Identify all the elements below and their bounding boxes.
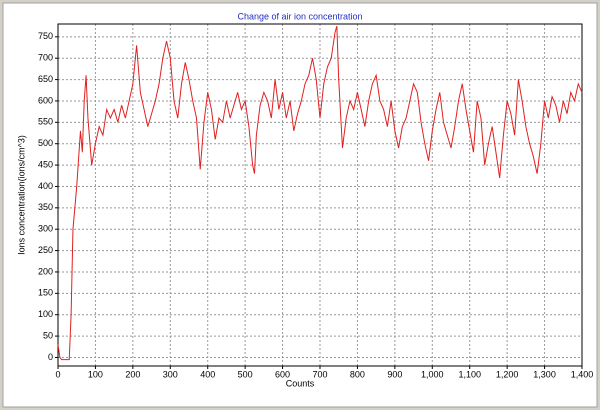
y-tick-label: 600 <box>38 95 53 105</box>
x-tick-label: 400 <box>200 369 215 379</box>
y-tick-label: 300 <box>38 224 53 234</box>
y-tick-label: 50 <box>43 330 53 340</box>
x-tick-label: 900 <box>387 369 402 379</box>
y-tick-label: 0 <box>48 352 53 362</box>
chart-title: Change of air ion concentration <box>237 11 362 21</box>
y-tick-label: 750 <box>38 31 53 41</box>
y-tick-label: 100 <box>38 309 53 319</box>
data-line <box>57 25 583 361</box>
x-tick-label: 1,300 <box>533 369 556 379</box>
y-tick-label: 400 <box>38 181 53 191</box>
x-tick-label: 700 <box>312 369 327 379</box>
x-tick-label: 800 <box>350 369 365 379</box>
y-tick-label: 550 <box>38 117 53 127</box>
y-tick-label: 500 <box>38 138 53 148</box>
x-tick-label: 1,200 <box>496 369 519 379</box>
x-tick-label: 1,400 <box>571 369 594 379</box>
y-tick-label: 650 <box>38 74 53 84</box>
plot: 0 50 100 150 200 250 300 350 400 450 500 550 600 650 7… <box>38 23 594 379</box>
y-tick-label: 350 <box>38 202 53 212</box>
x-tick-label: 600 <box>275 369 290 379</box>
x-tick-label: 0 <box>55 369 60 379</box>
plot-frame <box>57 23 583 367</box>
y-tick-label: 250 <box>38 245 53 255</box>
x-tick-label: 300 <box>163 369 178 379</box>
x-tick-label: 1,000 <box>421 369 444 379</box>
y-tick-label: 200 <box>38 266 53 276</box>
x-tick-label: 500 <box>238 369 253 379</box>
x-tick-label: 100 <box>88 369 103 379</box>
x-axis-label: Counts <box>286 378 315 388</box>
y-tick-label: 700 <box>38 53 53 63</box>
x-tick-label: 200 <box>125 369 140 379</box>
y-tick-label: 150 <box>38 288 53 298</box>
y-tick-label: 450 <box>38 159 53 169</box>
y-axis-label: Ions concentration(ions/cm^3) <box>16 135 26 255</box>
x-tick-label: 1,100 <box>458 369 481 379</box>
